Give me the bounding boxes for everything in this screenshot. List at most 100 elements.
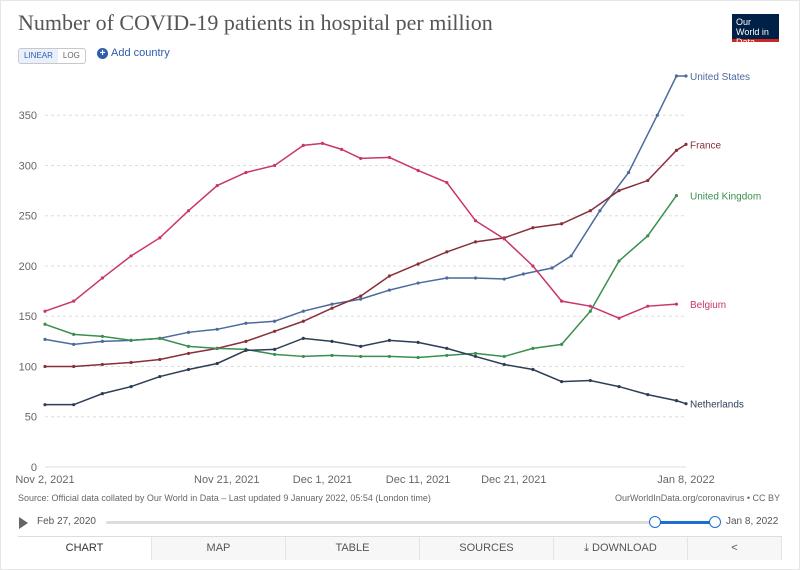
data-point: [387, 155, 392, 160]
share-icon[interactable]: <: [687, 537, 783, 560]
data-point: [186, 367, 191, 372]
data-point: [301, 336, 305, 340]
tab-sources[interactable]: SOURCES: [419, 537, 554, 560]
y-tick-label: 50: [25, 412, 37, 424]
data-point: [531, 226, 535, 230]
data-point: [320, 141, 325, 145]
data-point: [330, 302, 334, 306]
y-tick-label: 100: [19, 361, 37, 373]
data-point: [43, 403, 47, 407]
x-tick-label: Dec 1, 2021: [293, 474, 352, 486]
timeline-end: Jan 8, 2022: [726, 516, 779, 527]
data-point: [129, 338, 133, 342]
data-point: [445, 346, 449, 350]
timeline-end-handle[interactable]: [709, 516, 721, 528]
owid-logo[interactable]: Our World in Data: [732, 14, 779, 47]
data-point: [588, 304, 592, 308]
data-point: [445, 250, 449, 254]
timeline: Feb 27, 2020 Jan 8, 2022: [0, 512, 800, 534]
series-label: France: [690, 140, 722, 151]
data-point: [473, 276, 478, 280]
data-point: [359, 297, 363, 301]
data-point: [359, 156, 363, 161]
data-point: [359, 344, 363, 348]
data-point: [617, 259, 621, 263]
data-point: [416, 262, 420, 266]
data-point: [416, 340, 420, 344]
data-point: [416, 355, 420, 360]
data-point: [129, 254, 133, 258]
add-country-button[interactable]: + Add country: [97, 47, 170, 59]
data-point: [502, 362, 506, 367]
add-country-label: Add country: [111, 47, 170, 59]
y-tick-label: 350: [19, 110, 37, 122]
linear-button[interactable]: LINEAR: [19, 49, 58, 63]
data-point: [674, 74, 679, 78]
data-point: [387, 354, 392, 359]
series-label: United States: [690, 72, 750, 83]
timeline-start-handle[interactable]: [649, 516, 661, 528]
data-point: [588, 209, 592, 213]
data-point: [626, 170, 631, 175]
data-point: [72, 299, 76, 303]
data-point: [100, 392, 105, 396]
x-tick-label: Nov 21, 2021: [194, 474, 259, 486]
source-note: Source: Official data collated by Our Wo…: [18, 493, 431, 503]
data-point: [301, 354, 305, 359]
tab-download[interactable]: ⤓ DOWNLOAD: [553, 537, 688, 560]
data-point: [244, 339, 248, 343]
data-point: [473, 219, 478, 223]
data-point: [598, 209, 602, 213]
data-point: [588, 309, 592, 313]
data-point: [215, 346, 219, 350]
data-point: [521, 272, 525, 276]
timeline-track[interactable]: [106, 521, 716, 524]
data-point: [273, 163, 277, 168]
timeline-start: Feb 27, 2020: [37, 516, 96, 527]
data-point: [473, 240, 478, 244]
data-point: [330, 306, 334, 310]
data-point: [301, 319, 305, 323]
series-line: [44, 195, 678, 359]
y-tick-label: 0: [31, 462, 37, 474]
data-point: [186, 330, 191, 334]
credit-link[interactable]: OurWorldInData.org/coronavirus • CC BY: [614, 493, 780, 503]
plus-icon: +: [97, 47, 108, 59]
data-point: [43, 309, 47, 313]
data-point: [129, 384, 133, 389]
tab-table[interactable]: TABLE: [285, 537, 420, 560]
series-label: United Kingdom: [690, 192, 761, 203]
data-point: [674, 148, 679, 152]
data-point: [215, 361, 219, 366]
series-line: [45, 337, 687, 406]
x-tick-label: Dec 21, 2021: [481, 474, 546, 486]
play-icon[interactable]: [19, 517, 28, 529]
data-point: [445, 180, 449, 185]
timeline-range: [654, 521, 716, 524]
data-point: [273, 352, 277, 357]
data-point: [273, 329, 277, 333]
log-button[interactable]: LOG: [62, 51, 80, 60]
data-point: [560, 342, 564, 346]
tab-map[interactable]: MAP: [151, 537, 286, 560]
series-label: Netherlands: [690, 400, 744, 411]
data-point: [186, 351, 191, 356]
data-point: [43, 322, 47, 326]
data-point: [215, 183, 219, 188]
data-point: [72, 364, 76, 369]
data-point: [158, 336, 162, 340]
x-tick-label: Jan 8, 2022: [657, 474, 715, 486]
data-point: [301, 309, 305, 313]
y-tick-label: 150: [19, 311, 37, 323]
data-point: [158, 357, 162, 362]
y-tick-label: 300: [19, 160, 37, 172]
data-point: [330, 339, 334, 343]
data-point: [684, 402, 688, 406]
data-point: [617, 188, 621, 193]
data-point: [560, 379, 564, 384]
data-point: [684, 142, 688, 146]
data-point: [445, 353, 449, 358]
data-point: [646, 393, 650, 397]
data-point: [531, 367, 535, 372]
tab-chart[interactable]: CHART: [18, 537, 152, 560]
